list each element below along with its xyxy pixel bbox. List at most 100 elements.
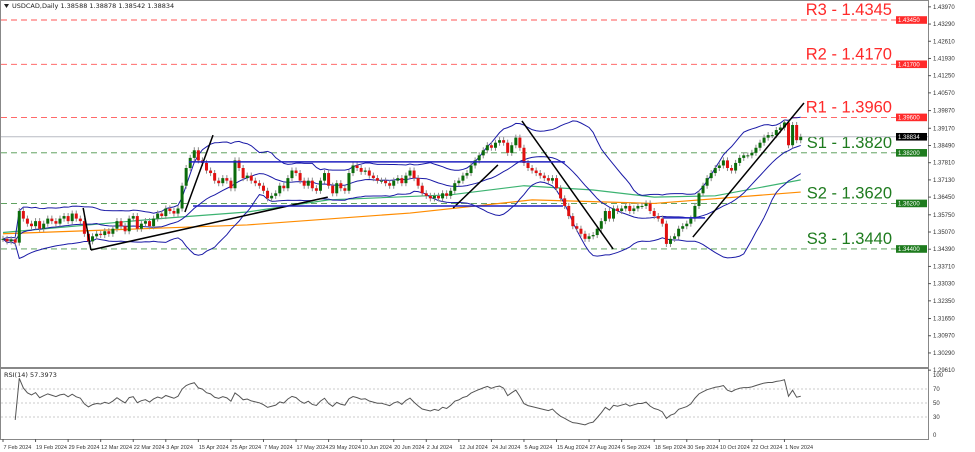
candle-body [754,147,758,153]
candle-body [375,178,379,181]
x-tick-label: 10 Jun 2024 [362,445,392,451]
candle [485,142,489,154]
y-tick-label: 1.39870 [933,109,955,115]
y-tick-label: 1.39170 [933,126,955,132]
candle [95,230,99,240]
y-tick-label: 1.32350 [933,299,955,305]
candle [640,202,644,209]
candle-body [148,221,152,227]
candle [42,220,46,232]
candle [770,132,774,139]
trendline [82,207,92,251]
candle-body [74,213,78,219]
candle [612,205,615,222]
candle [335,180,339,197]
candle-body [367,170,371,176]
candle-body [493,142,497,148]
candle-body [237,160,241,169]
x-tick-label: 10 Oct 2024 [720,445,750,451]
candle [103,228,107,239]
candle [697,190,701,209]
candle-body [58,218,62,224]
candle-body [750,152,754,156]
candle-body [257,183,261,186]
candle-body [380,180,384,182]
candle [176,205,180,217]
candle [758,139,762,151]
candle [347,170,351,194]
candle-body [709,173,713,179]
candle [432,192,436,202]
y-tick-label: 1.36450 [933,195,955,201]
rsi-tick-label: 30 [933,415,940,421]
ma-fast-line [2,179,801,234]
candle-body [34,221,38,227]
candle [591,232,595,240]
candle [371,172,375,182]
candle [21,207,25,222]
candle-body [318,180,322,191]
x-tick-label: 3 Apr 2024 [166,445,193,451]
candle-body [746,155,750,157]
candle [217,177,221,187]
candle-body [298,173,302,181]
candle [502,137,506,146]
candle [233,157,237,192]
candles [1,119,803,247]
candle-body [664,223,668,244]
candle [709,170,713,182]
candle [721,157,725,169]
rsi-panel [0,368,929,440]
candle-body [778,127,782,131]
candle-body [673,236,677,239]
candle-body [192,150,196,158]
candle [196,147,200,164]
candle [705,175,709,189]
candle-body [221,178,225,184]
candle-body [225,178,229,181]
candle [221,175,225,187]
candle [567,202,571,220]
candle-body [388,183,392,186]
y-tick-label: 1.37130 [933,178,955,184]
candle-body [550,178,554,181]
candle-body [705,178,709,186]
candle-body [514,137,518,146]
y-tick-label: 1.30290 [933,351,955,357]
candle [738,154,742,166]
x-tick-label: 19 Feb 2024 [36,445,67,451]
candle [677,225,681,240]
candle-body [742,155,746,158]
candle [787,119,791,149]
candle [750,149,754,159]
candle-body [677,228,681,237]
candle [469,162,473,177]
candle [392,177,396,189]
candle [213,170,217,184]
rsi-line [14,378,801,426]
collapse-triangle-icon[interactable] [4,4,9,8]
candle-body [628,205,632,212]
candle-body [774,130,778,136]
candle [29,220,33,230]
rsi-header: RSI(14) 57.3973 [4,371,57,379]
candle-body [652,211,656,217]
candle-body [644,203,648,206]
x-tick-label: 29 Feb 2024 [69,445,100,451]
candle [441,190,445,202]
candle [632,205,636,215]
candle-body [46,218,50,224]
candle-body [408,170,412,176]
current-price-axis-label: 1.38834 [898,135,920,141]
candle-body [131,216,135,219]
x-tick-label: 22 Mar 2024 [134,445,165,451]
rsi-lines [1,378,928,426]
candle [453,180,457,194]
candle [294,167,298,177]
candle [237,157,241,172]
candle-body [546,178,550,181]
candle [180,182,184,212]
candle [351,162,355,177]
candle [135,213,139,232]
candle [791,121,795,149]
